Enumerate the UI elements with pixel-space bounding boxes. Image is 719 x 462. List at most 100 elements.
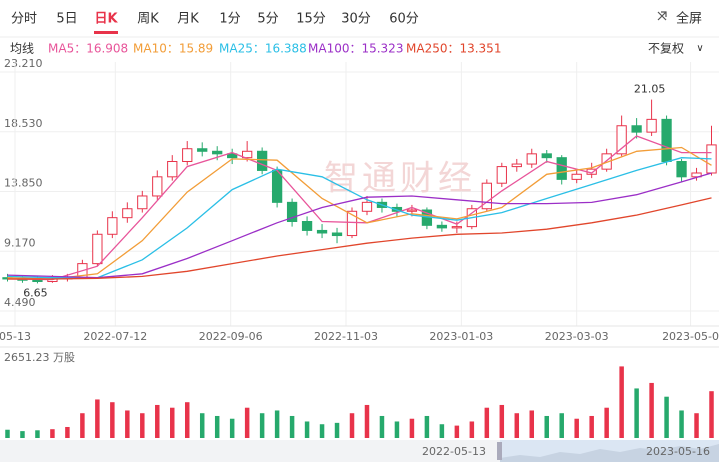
candle-body [301, 221, 313, 231]
tab[interactable]: 5分 [257, 12, 278, 27]
tab[interactable]: 60分 [389, 12, 419, 27]
navigator-start: 2022-05-13 [422, 445, 486, 458]
volume-bar [199, 413, 205, 438]
ma-line [7, 146, 712, 280]
volume-bar [274, 410, 280, 438]
volume-panel: 2651.23 万股 [4, 351, 714, 438]
y-tick-label: 2651.23 万股 [4, 351, 75, 364]
volume-bar [469, 421, 475, 438]
x-tick-label: 2022-09-06 [199, 330, 263, 343]
tab[interactable]: 日K [94, 12, 118, 27]
x-tick-label: 2022-11-03 [314, 330, 378, 343]
y-tick-label: 9.170 [4, 236, 36, 249]
legend-entry: MA100：15.323 [308, 42, 403, 56]
candle-body [182, 148, 193, 162]
candle-body [661, 118, 672, 162]
candle-body [32, 279, 43, 283]
navigator-handle[interactable] [497, 442, 502, 460]
volume-bar [589, 415, 594, 438]
dropdown-chevron[interactable]: ∨ [696, 43, 703, 54]
candle-body [631, 125, 642, 133]
x-tick-label: 2023-05-0 [662, 330, 719, 343]
plot-area: 21.05 6.65 [2, 83, 717, 299]
volume-bar [80, 413, 85, 438]
tab[interactable]: 15分 [296, 12, 326, 27]
volume-bar [304, 421, 310, 438]
volume-bar [454, 425, 460, 438]
volume-bar [170, 407, 175, 438]
volume-bar [709, 391, 714, 438]
tab[interactable]: 周K [137, 12, 159, 27]
toolbar: 分时 5日 日K 周K 月K 1分 5分 15分 30分 60分 全屏 [11, 11, 702, 34]
tab[interactable]: 5日 [56, 12, 77, 27]
candle-body [436, 224, 448, 229]
volume-bar [379, 415, 385, 438]
volume-bar [289, 415, 295, 438]
ma-legend: 均线 不复权 MA5：16.908 MA10：15.89 MA25：16.388 MA10… [10, 42, 684, 56]
candle-body [331, 232, 343, 237]
candle-body [212, 150, 223, 155]
candle-body [242, 150, 253, 159]
legend-entry: MA5：16.908 [48, 42, 128, 56]
volume-bar [619, 366, 624, 438]
candle-body [346, 210, 358, 237]
candle-body [227, 153, 238, 159]
candle-body [481, 182, 492, 210]
volume-bar [140, 413, 145, 438]
y-tick-label: 18.530 [4, 117, 43, 130]
volume-bar [514, 413, 520, 438]
volume-bar [50, 429, 55, 438]
price-annotation: 21.05 [634, 83, 666, 96]
volume-bar [694, 413, 699, 438]
candle-body [451, 226, 463, 229]
volume-bar [334, 422, 340, 438]
y-tick-label: 4.490 [4, 296, 36, 309]
x-tick-label: 05-13 [0, 330, 31, 343]
y-tick-label: 23.210 [4, 57, 43, 70]
volume-bar [319, 424, 325, 438]
candle-body [197, 148, 208, 152]
candle-body [556, 157, 567, 180]
legend-entry: MA250：13.351 [406, 42, 501, 56]
volume-bar [95, 399, 100, 438]
candle-body [511, 163, 522, 168]
price-panel: 4.490 9.170 13.850 18.530 23.210 05-13 2022-07… [0, 57, 719, 343]
y-tick-label: 13.850 [4, 177, 43, 190]
volume-bar [229, 418, 235, 438]
volume-bar [125, 410, 130, 438]
volume-bar [574, 418, 579, 438]
candle-body [122, 208, 133, 219]
candle-body [137, 195, 148, 210]
candle-body [541, 153, 552, 159]
tab[interactable]: 1分 [219, 12, 240, 27]
volume-bar [484, 407, 490, 438]
candle-body [286, 201, 298, 223]
tab[interactable]: 分时 [11, 12, 37, 27]
x-tick-label: 2023-01-03 [429, 330, 493, 343]
candle-body [526, 153, 537, 165]
candle-body [571, 173, 582, 180]
fullscreen[interactable]: 全屏 [676, 11, 702, 27]
volume-bar [679, 410, 684, 438]
fullscreen-icon[interactable] [657, 11, 667, 21]
volume-bar [155, 404, 160, 438]
volume-bar [664, 396, 669, 438]
tab[interactable]: 月K [177, 12, 199, 27]
adjust-select[interactable]: 不复权 [648, 42, 684, 56]
candle-body [256, 150, 268, 171]
candle-body [107, 217, 118, 235]
candle-body [271, 169, 283, 203]
x-tick-label: 2023-03-03 [545, 330, 609, 343]
ma-line [7, 172, 712, 279]
volume-bar [184, 402, 190, 438]
volume-bar [394, 421, 400, 438]
candle-body [646, 118, 657, 133]
candle-body [406, 209, 418, 212]
tab[interactable]: 30分 [341, 12, 371, 27]
watermark: 智通财经 [324, 159, 476, 199]
volume-bar [65, 426, 70, 438]
ma-line [7, 157, 712, 279]
ma-line [7, 197, 712, 280]
volume-bar [424, 415, 430, 438]
